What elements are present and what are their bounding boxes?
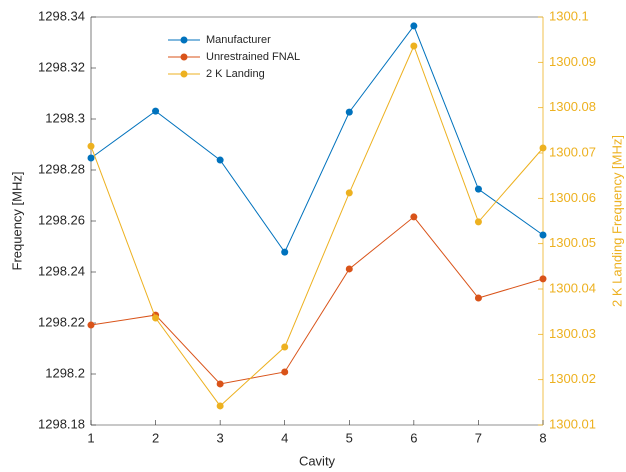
- x-tick-label: 7: [475, 430, 482, 445]
- data-point: [281, 368, 289, 376]
- y-tick-label: 1298.2: [45, 365, 85, 380]
- data-point: [345, 189, 353, 197]
- y-tick-label: 1298.28: [38, 161, 85, 176]
- data-point: [474, 185, 482, 193]
- x-tick-label: 6: [410, 430, 417, 445]
- plot-area: [91, 17, 543, 425]
- y2-tick-label: 1300.07: [549, 144, 596, 159]
- y2-tick-label: 1300.04: [549, 280, 596, 295]
- x-tick-label: 1: [87, 430, 94, 445]
- y-tick-label: 1298.3: [45, 110, 85, 125]
- y2-tick-label: 1300.06: [549, 190, 596, 205]
- x-tick-label: 8: [539, 430, 546, 445]
- y2-tick-label: 1300.08: [549, 99, 596, 114]
- data-point: [152, 314, 160, 322]
- y-tick-label: 1298.18: [38, 416, 85, 431]
- legend-label: Manufacturer: [206, 34, 271, 46]
- y2-tick-label: 1300.1: [549, 8, 589, 23]
- data-point: [410, 213, 418, 221]
- series-line: [90, 24, 544, 254]
- data-point: [281, 248, 289, 256]
- y2-axis-label: 2 K Landing Frequency [MHz]: [609, 135, 624, 307]
- data-point: [539, 144, 547, 152]
- legend-marker: [180, 70, 188, 78]
- series-line: [90, 44, 544, 407]
- data-point: [410, 22, 418, 30]
- data-point: [345, 108, 353, 116]
- data-point: [87, 154, 95, 162]
- x-tick-label: 5: [346, 430, 353, 445]
- data-point: [474, 294, 482, 302]
- y-tick-label: 1298.32: [38, 59, 85, 74]
- x-tick-label: 3: [217, 430, 224, 445]
- y2-tick-label: 1300.05: [549, 235, 596, 250]
- data-point: [474, 218, 482, 226]
- data-point: [152, 107, 160, 115]
- y2-tick-label: 1300.03: [549, 326, 596, 341]
- data-point: [539, 275, 547, 283]
- legend-label: 2 K Landing: [206, 68, 265, 80]
- legend-label: Unrestrained FNAL: [206, 51, 300, 63]
- y2-tick-label: 1300.09: [549, 54, 596, 69]
- y-tick-label: 1298.26: [38, 212, 85, 227]
- y-tick-label: 1298.24: [38, 263, 85, 278]
- x-tick-label: 2: [152, 430, 159, 445]
- series-line: [90, 216, 544, 385]
- data-point: [87, 321, 95, 329]
- y-tick-label: 1298.34: [38, 8, 85, 23]
- y2-tick-label: 1300.02: [549, 371, 596, 386]
- data-point: [216, 380, 224, 388]
- y-tick-label: 1298.22: [38, 314, 85, 329]
- legend-marker: [180, 53, 188, 61]
- data-point: [87, 142, 95, 150]
- data-point: [216, 402, 224, 410]
- data-point: [410, 42, 418, 50]
- legend-marker: [180, 36, 188, 44]
- x-axis-label: Cavity: [299, 453, 336, 468]
- x-tick-label: 4: [281, 430, 288, 445]
- data-point: [216, 156, 224, 164]
- data-point: [281, 343, 289, 351]
- data-point: [345, 265, 353, 273]
- y-axis-label: Frequency [MHz]: [9, 172, 24, 271]
- data-point: [539, 231, 547, 239]
- y2-tick-label: 1300.01: [549, 416, 596, 431]
